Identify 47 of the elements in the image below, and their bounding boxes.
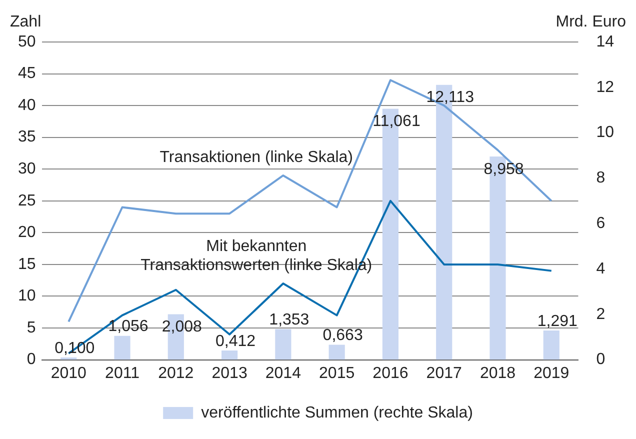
y-tick-label: 40 [18,96,36,114]
y-tick-label: 25 [18,192,36,210]
data-label: 12,113 [426,89,474,106]
x-tick-label: 2013 [212,364,248,382]
x-tick-label: 2015 [319,364,355,382]
y-axis-title: Zahl [10,13,42,30]
data-label: 2,008 [162,318,202,336]
data-label: 1,056 [108,318,148,336]
y-tick-label: 5 [26,319,36,336]
data-label: 11,061 [372,113,420,130]
y2-tick-label: 2 [596,306,606,323]
y2-axis-title: Mrd. Euro [556,13,626,30]
data-label: 0,412 [216,332,256,350]
x-tick-label: 2010 [50,364,87,382]
y-tick-label: 10 [18,288,36,305]
y2-tick-label: 12 [596,78,614,96]
bar [275,329,292,360]
y-tick-label: 35 [18,128,36,146]
y2-tick-label: 6 [596,215,606,232]
y-tick-label: 0 [26,351,36,368]
x-tick-label: 2019 [534,364,570,382]
bar [221,350,238,360]
data-label: 1,291 [537,312,578,330]
y-tick-label: 15 [18,256,36,273]
x-tick-label: 2017 [426,364,462,382]
x-tick-label: 2018 [480,364,516,382]
series-label: Transaktionen (linke Skala) [160,148,353,166]
y-tick-label: 20 [18,224,36,242]
data-label: 1,353 [269,311,310,328]
data-label: 8,958 [484,160,524,178]
y2-tick-label: 8 [596,170,606,187]
x-tick-label: 2012 [158,364,194,382]
bar [114,336,130,360]
x-tick-label: 2016 [372,364,408,382]
data-label: 0,663 [322,327,363,344]
bar [328,344,345,360]
y2-tick-label: 10 [596,124,614,142]
y2-tick-label: 4 [596,260,606,278]
bar [543,330,560,360]
x-tick-label: 2014 [265,364,302,382]
y2-tick-label: 14 [596,33,614,50]
y-tick-label: 30 [18,160,36,178]
y2-tick-label: 0 [596,351,606,368]
x-tick-label: 2011 [105,364,140,382]
y-tick-label: 45 [18,65,36,82]
legend-label: veröffentlichte Summen (rechte Skala) [201,404,473,422]
y-tick-label: 50 [18,33,36,50]
